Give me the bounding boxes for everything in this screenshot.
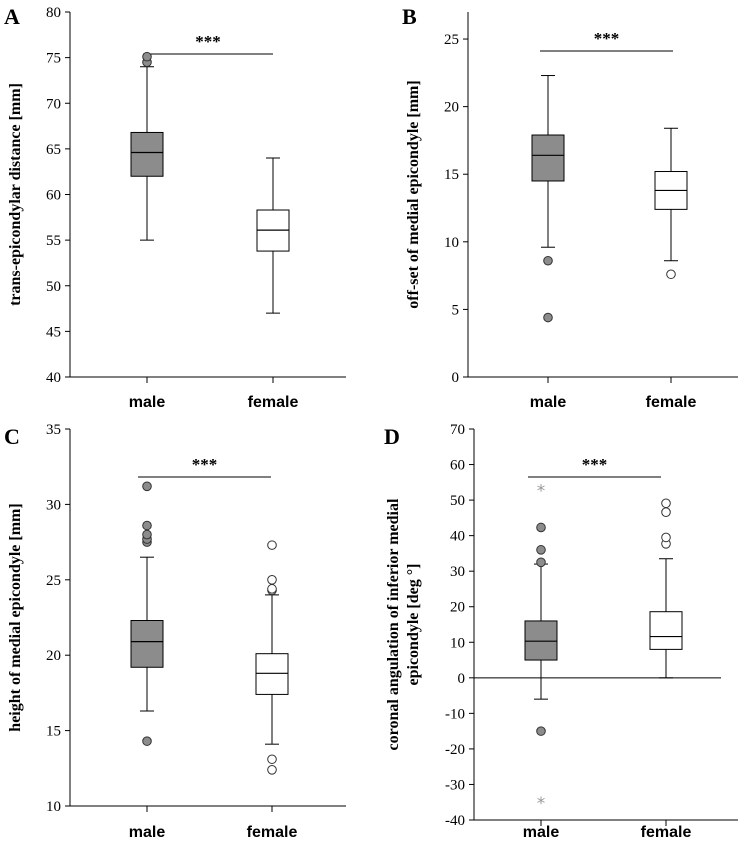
category-label: female xyxy=(641,824,692,841)
y-tick-label: 70 xyxy=(46,96,61,112)
outlier-point xyxy=(536,726,546,736)
y-tick-label: 60 xyxy=(46,188,61,204)
category-label: male xyxy=(129,394,166,411)
outlier-point xyxy=(666,269,676,280)
box-female: female xyxy=(248,157,299,411)
outlier-point xyxy=(661,507,671,517)
y-tick-label: 75 xyxy=(46,51,61,67)
y-tick-label: 60 xyxy=(450,458,465,474)
y-tick-label: -40 xyxy=(445,813,465,829)
outlier-point xyxy=(543,312,553,323)
outlier-point xyxy=(267,575,277,585)
y-tick-label: 25 xyxy=(444,32,459,48)
outlier-point xyxy=(142,529,152,540)
y-tick-label: 40 xyxy=(46,370,61,386)
outlier-point xyxy=(142,736,152,746)
box-female: female xyxy=(641,498,692,841)
y-axis-label-line: epicondyle [deg °] xyxy=(405,564,422,686)
y-axis-label: off-set of medial epicondyle [mm] xyxy=(405,80,422,308)
outlier-point xyxy=(661,498,671,509)
y-tick-label: 10 xyxy=(450,635,465,651)
category-label: female xyxy=(646,394,697,411)
y-tick-label: 5 xyxy=(452,302,460,318)
y-tick-label: 50 xyxy=(450,493,465,509)
y-tick-label: 50 xyxy=(46,279,61,295)
y-tick-label: 10 xyxy=(46,799,61,815)
significance-label: *** xyxy=(594,29,620,48)
y-tick-label: 55 xyxy=(46,233,61,249)
extreme-point: * xyxy=(537,794,546,814)
category-label: female xyxy=(247,824,298,841)
y-axis-label-line: coronal angulation of inferior medial xyxy=(385,498,402,750)
outlier-point xyxy=(543,255,553,266)
y-tick-label: 30 xyxy=(46,497,61,513)
significance-label: *** xyxy=(582,455,608,474)
panel-d: D -40 -30 -20 -10 0 10 20 30 40 50 60 70 coronal angu… xyxy=(384,422,738,841)
y-axis-label: coronal angulation of inferior medial epi… xyxy=(385,498,422,750)
iqr-box xyxy=(649,611,683,650)
y-tick-label: 70 xyxy=(450,422,465,438)
outlier-point xyxy=(142,51,152,62)
category-label: male xyxy=(530,394,567,411)
box-male: male * * xyxy=(523,481,560,841)
y-tick-label: 0 xyxy=(452,370,460,386)
panel-b: B 0 5 10 15 20 25 off-set of medial epicondyle … xyxy=(402,4,738,411)
outlier-point xyxy=(536,545,546,555)
y-tick-label: 20 xyxy=(444,100,459,116)
outlier-point xyxy=(536,557,546,568)
outlier-point xyxy=(267,765,277,775)
outlier-point xyxy=(142,481,152,492)
iqr-box xyxy=(130,620,164,668)
y-tick-label: 35 xyxy=(46,422,61,438)
outlier-point xyxy=(267,584,277,594)
outlier-point xyxy=(142,520,152,531)
y-tick-label: 20 xyxy=(450,600,465,616)
y-tick-label: 20 xyxy=(46,648,61,664)
significance-label: *** xyxy=(195,32,221,51)
panel-letter: A xyxy=(4,4,20,29)
outlier-point xyxy=(536,522,546,533)
y-tick-label: 15 xyxy=(46,724,61,740)
outlier-point xyxy=(267,754,277,765)
category-label: female xyxy=(248,394,299,411)
y-tick-label: -30 xyxy=(445,777,465,793)
box-male: male xyxy=(129,481,166,841)
y-tick-label: 80 xyxy=(46,5,61,21)
y-tick-label: 15 xyxy=(444,167,459,183)
y-tick-label: -10 xyxy=(445,706,465,722)
iqr-box xyxy=(255,653,289,695)
panel-c: C 10 15 20 25 30 35 height of medial epicondyle… xyxy=(4,422,346,841)
y-tick-label: 30 xyxy=(450,564,465,580)
significance-label: *** xyxy=(192,455,218,474)
y-axis-label: height of medial epicondyle [mm] xyxy=(7,503,24,731)
box-female: female xyxy=(247,540,298,841)
iqr-box xyxy=(531,134,565,182)
panel-letter: D xyxy=(384,424,400,449)
box-male: male xyxy=(129,51,166,411)
iqr-box xyxy=(130,131,164,177)
y-tick-label: 0 xyxy=(458,671,466,687)
outlier-point xyxy=(661,532,671,543)
panel-letter: B xyxy=(402,4,417,29)
panel-letter: C xyxy=(4,424,20,449)
category-label: male xyxy=(129,824,166,841)
category-label: male xyxy=(523,824,560,841)
box-female: female xyxy=(646,127,697,411)
y-axis-label: trans-epicondylar distance [mm] xyxy=(7,83,24,306)
y-tick-label: 10 xyxy=(444,235,459,251)
y-tick-label: 45 xyxy=(46,324,61,340)
y-tick-label: -20 xyxy=(445,742,465,758)
box-male: male xyxy=(530,75,567,411)
y-tick-label: 65 xyxy=(46,142,61,158)
y-tick-label: 40 xyxy=(450,529,465,545)
extreme-point: * xyxy=(537,481,546,501)
y-tick-label: 25 xyxy=(46,573,61,589)
iqr-box xyxy=(524,620,558,661)
panel-a: A 40 45 50 55 60 65 70 75 80 trans-epicondylar dis… xyxy=(4,4,346,411)
outlier-point xyxy=(267,540,277,550)
